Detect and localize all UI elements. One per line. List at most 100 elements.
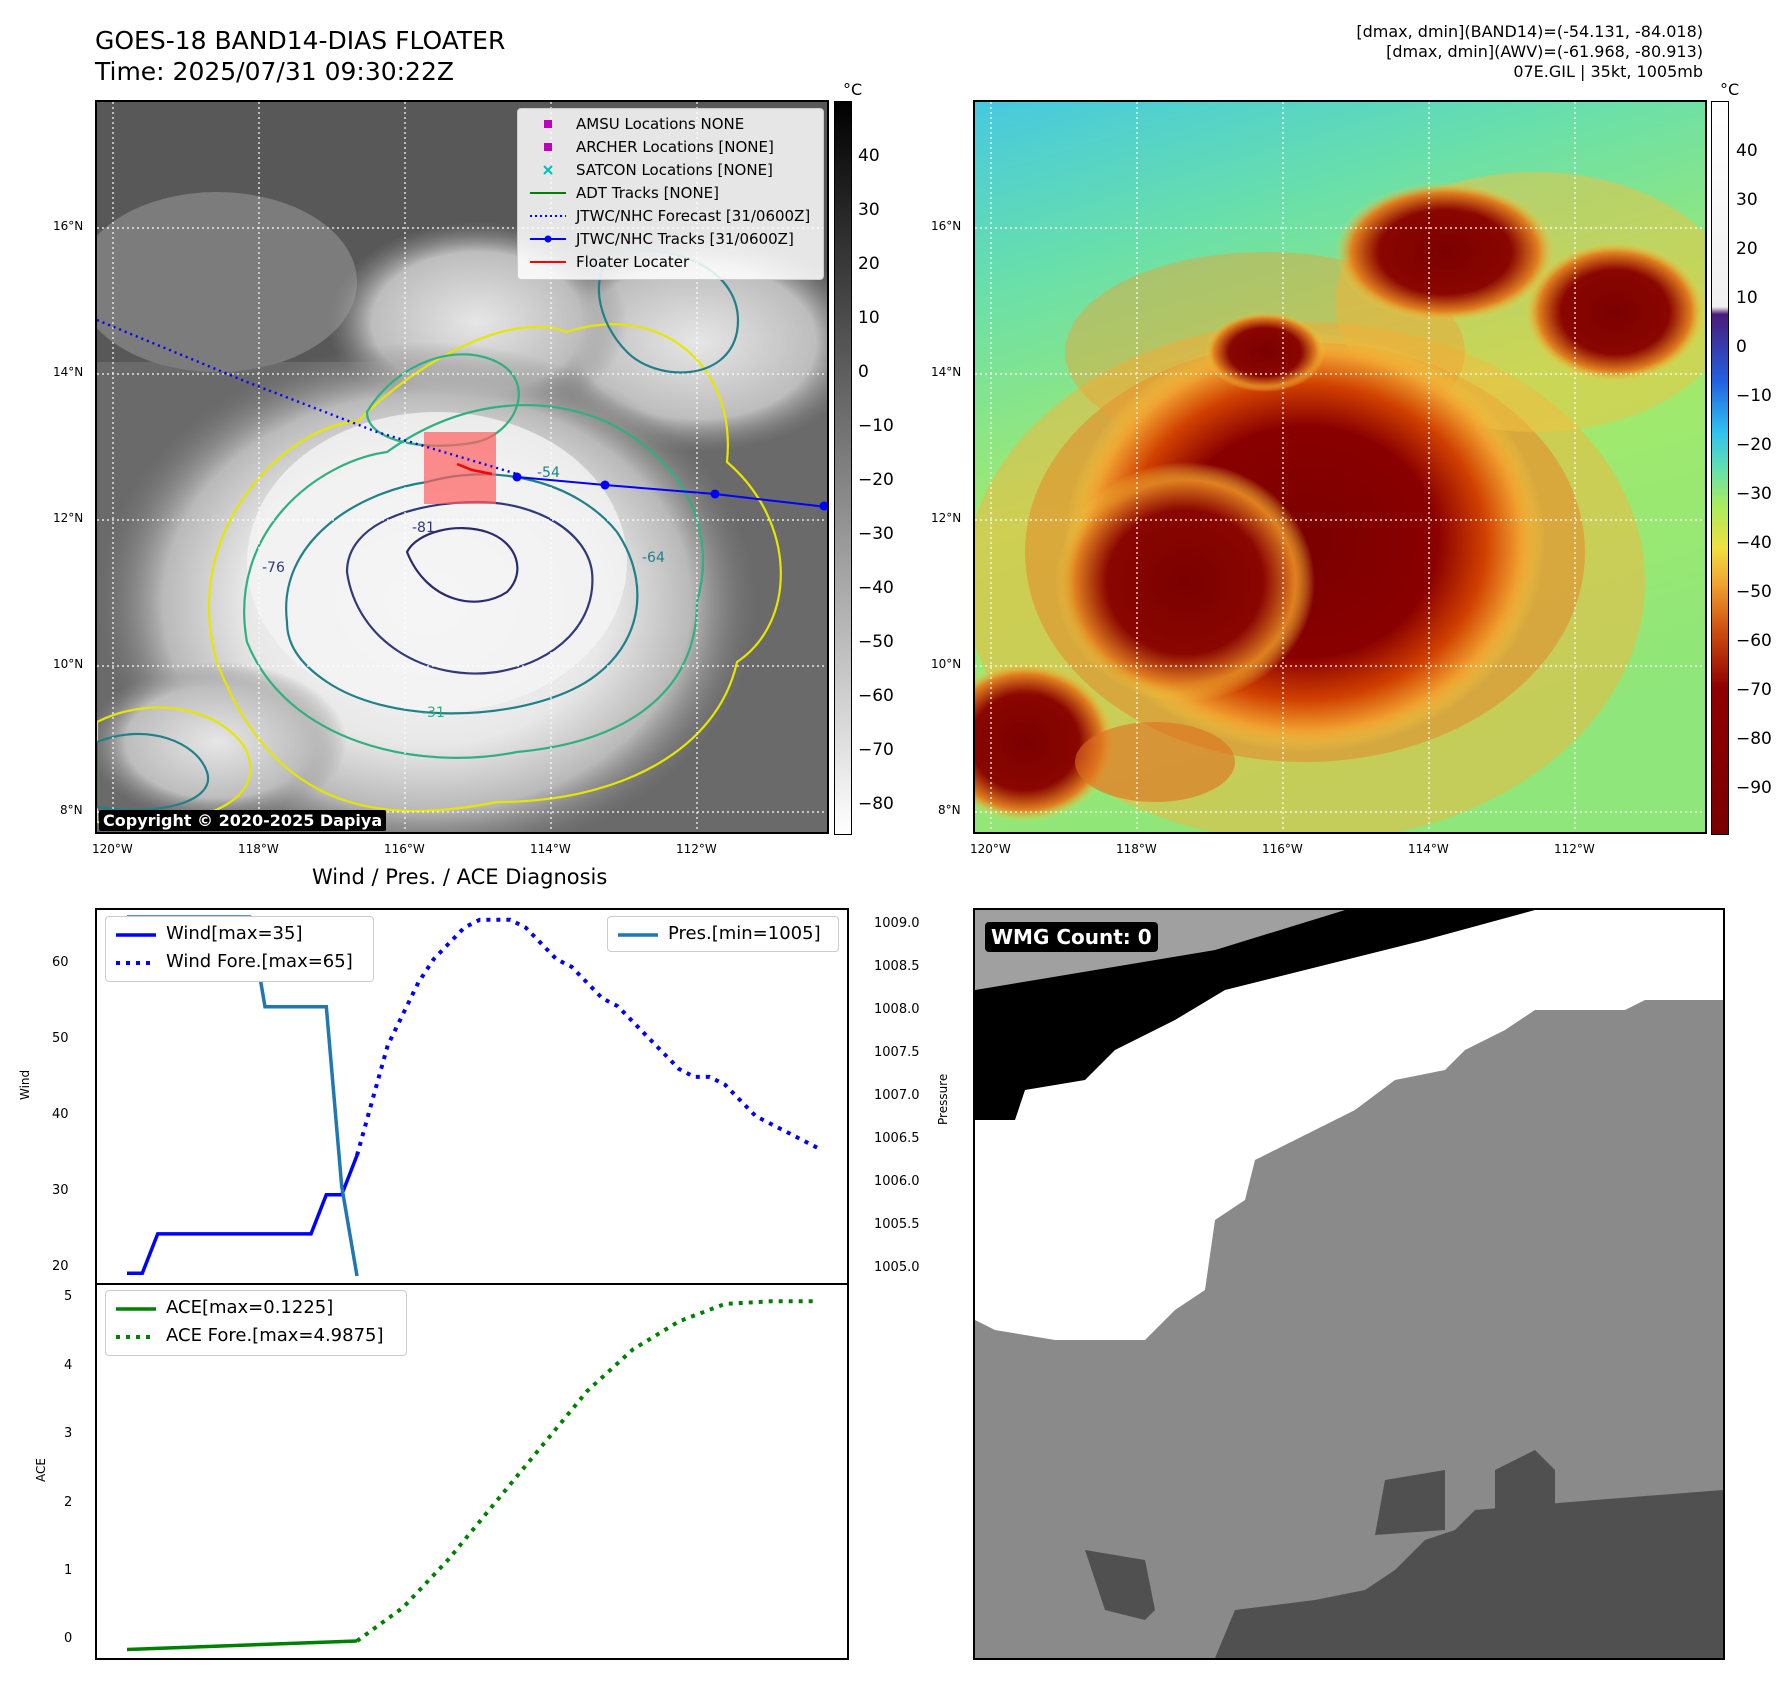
legend-label: JTWC/NHC Tracks [31/0600Z] xyxy=(576,230,794,248)
colorbar-tick: 0 xyxy=(1736,337,1747,357)
legend-ace-fore: ACE Fore.[max=4.9875] xyxy=(116,1325,384,1347)
pressure-tick: 1005.0 xyxy=(874,1260,920,1275)
ace-axes[interactable] xyxy=(95,1283,849,1660)
lat-label: 16°N xyxy=(931,219,962,233)
legend-label: AMSU Locations NONE xyxy=(576,115,745,133)
lon-label: 112°W xyxy=(676,842,717,856)
legend-ace: ACE[max=0.1225] xyxy=(116,1297,333,1319)
pressure-tick: 1006.0 xyxy=(874,1174,920,1189)
ace-tick: 5 xyxy=(64,1289,73,1304)
wmg-svg xyxy=(975,910,1723,1658)
lon-label: 118°W xyxy=(238,842,279,856)
ace-forecast-series-line xyxy=(355,1299,817,1643)
wmg-count-badge: WMG Count: 0 xyxy=(985,922,1158,952)
lon-label: 120°W xyxy=(92,842,133,856)
legend-satcon: SATCON Locations [NONE] xyxy=(528,161,773,181)
legend-forecast: JTWC/NHC Forecast [31/0600Z] xyxy=(528,207,810,227)
colorbar-tick: 30 xyxy=(1736,190,1758,210)
colorbar-unit: °C xyxy=(843,80,863,99)
ace-tick: 4 xyxy=(64,1358,73,1373)
wind-tick: 30 xyxy=(52,1183,69,1198)
colorbar-tick: −50 xyxy=(1736,582,1772,602)
info-storm: 07E.GIL | 35kt, 1005mb xyxy=(1513,62,1703,81)
colorbar-tick: −20 xyxy=(1736,435,1772,455)
legend-wind: Wind[max=35] xyxy=(116,923,303,945)
legend-wind-fore: Wind Fore.[max=65] xyxy=(116,951,353,973)
lat-label: 8°N xyxy=(938,803,961,817)
legend-archer: ARCHER Locations [NONE] xyxy=(528,138,774,158)
wind-tick: 50 xyxy=(52,1031,69,1046)
wmg-panel[interactable]: WMG Count: 0 xyxy=(973,908,1725,1660)
colorbar-tick: −30 xyxy=(858,524,894,544)
gray-colorbar xyxy=(834,101,852,835)
copyright-badge: Copyright © 2020-2025 Dapiya xyxy=(99,810,387,831)
legend-label: ACE[max=0.1225] xyxy=(166,1297,334,1318)
colorbar-tick: 40 xyxy=(858,146,880,166)
wind-tick: 20 xyxy=(52,1259,69,1274)
legend-label: ACE Fore.[max=4.9875] xyxy=(166,1325,384,1346)
legend-label: SATCON Locations [NONE] xyxy=(576,161,773,179)
colorbar-tick: 40 xyxy=(1736,141,1758,161)
legend-tracks: JTWC/NHC Tracks [31/0600Z] xyxy=(528,230,794,250)
lon-label: 114°W xyxy=(1408,842,1449,856)
contour-label: -76 xyxy=(262,560,285,576)
lon-label: 120°W xyxy=(970,842,1011,856)
lon-label: 116°W xyxy=(1262,842,1303,856)
pressure-axis-label: Pressure xyxy=(936,1073,950,1125)
pressure-tick: 1009.0 xyxy=(874,916,920,931)
ace-tick: 0 xyxy=(64,1631,73,1646)
ir-map-panel[interactable]: -54 -64 -76 -81 -31 xyxy=(95,100,829,834)
colorbar-tick: −40 xyxy=(1736,533,1772,553)
floater-locater xyxy=(456,462,493,476)
wind-tick: 60 xyxy=(52,955,69,970)
colorbar-tick: −40 xyxy=(858,578,894,598)
lat-label: 10°N xyxy=(53,657,84,671)
legend-adt: ADT Tracks [NONE] xyxy=(528,184,719,204)
diag-title: Wind / Pres. / ACE Diagnosis xyxy=(312,865,608,889)
color-map-svg xyxy=(975,102,1705,832)
info-band14: [dmax, dmin](BAND14)=(-54.131, -84.018) xyxy=(1356,22,1703,41)
lat-label: 10°N xyxy=(931,657,962,671)
colorbar-tick: 10 xyxy=(1736,288,1758,308)
color-map-panel[interactable] xyxy=(973,100,1707,834)
lon-label: 112°W xyxy=(1554,842,1595,856)
wind-forecast-series-line xyxy=(355,917,818,1156)
legend-floater: Floater Locater xyxy=(528,253,689,273)
pressure-tick: 1006.5 xyxy=(874,1131,920,1146)
lon-label: 114°W xyxy=(530,842,571,856)
colorbar-unit: °C xyxy=(1720,80,1740,99)
colorbar-tick: 30 xyxy=(858,200,880,220)
colorbar-tick: −60 xyxy=(1736,631,1772,651)
best-track xyxy=(516,476,827,508)
legend-label: ADT Tracks [NONE] xyxy=(576,184,720,202)
lon-label: 118°W xyxy=(1116,842,1157,856)
lat-label: 12°N xyxy=(53,511,84,525)
floater-box xyxy=(424,432,496,504)
colorbar-tick: 20 xyxy=(858,254,880,274)
contour-label: -64 xyxy=(642,550,665,566)
colorbar-tick: −20 xyxy=(858,470,894,490)
figure-title: GOES-18 BAND14-DIAS FLOATER xyxy=(95,26,506,55)
map-legend: AMSU Locations NONE ARCHER Locations [NO… xyxy=(517,108,824,280)
ace-tick: 2 xyxy=(64,1495,73,1510)
lon-label: 116°W xyxy=(384,842,425,856)
colorbar-tick: −60 xyxy=(858,686,894,706)
colorbar-tick: −80 xyxy=(1736,729,1772,749)
pressure-legend: Pres.[min=1005] xyxy=(607,916,839,952)
pressure-tick: 1007.0 xyxy=(874,1088,920,1103)
colorbar-tick: −80 xyxy=(858,794,894,814)
lat-label: 16°N xyxy=(53,219,84,233)
colorbar-tick: 10 xyxy=(858,308,880,328)
ace-tick: 1 xyxy=(64,1563,73,1578)
ace-tick: 3 xyxy=(64,1426,73,1441)
pressure-tick: 1008.0 xyxy=(874,1002,920,1017)
pressure-tick: 1005.5 xyxy=(874,1217,920,1232)
colorbar-tick: −90 xyxy=(1736,778,1772,798)
colorbar-tick: 0 xyxy=(858,362,869,382)
wind-tick: 40 xyxy=(52,1107,69,1122)
info-awv: [dmax, dmin](AWV)=(-61.968, -80.913) xyxy=(1386,42,1703,61)
legend-label: Wind Fore.[max=65] xyxy=(166,951,353,972)
legend-label: Pres.[min=1005] xyxy=(668,923,821,944)
legend-label: ARCHER Locations [NONE] xyxy=(576,138,774,156)
colorbar-tick: −10 xyxy=(858,416,894,436)
